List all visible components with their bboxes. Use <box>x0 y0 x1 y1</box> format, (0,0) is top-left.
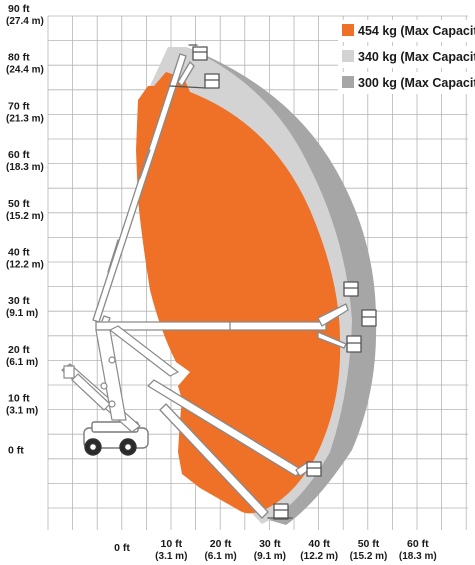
platform-bottom <box>267 503 293 520</box>
y-tick-label: 80 ft <box>8 52 30 64</box>
y-tick-metric-label: (9.1 m) <box>6 308 38 319</box>
wheel-rear <box>84 438 102 456</box>
wheel-front <box>119 438 137 456</box>
y-tick-label: 50 ft <box>8 198 30 210</box>
platform-second <box>169 73 220 89</box>
legend-swatch <box>342 50 354 62</box>
platform-top <box>188 44 208 61</box>
y-tick-metric-label: (24.4 m) <box>6 65 44 76</box>
x-tick-label: 40 ft <box>308 538 330 550</box>
legend-swatch <box>342 76 354 88</box>
x-axis-labels: 0 ft 10 ft(3.1 m) 20 ft(6.1 m) 30 ft(9.1 m)… <box>114 538 437 562</box>
y-axis-labels: 90 ft(27.4 m) 80 ft(24.4 m) 70 ft(21.3 m) 6… <box>6 3 44 456</box>
lift-machine-illustration <box>61 44 377 520</box>
x-tick-label: 20 ft <box>210 538 232 550</box>
y-tick-label: 20 ft <box>8 344 30 356</box>
y-tick-metric-label: (15.2 m) <box>6 211 44 222</box>
legend-label: 454 kg (Max Capacity) <box>358 24 475 38</box>
legend-item-background <box>338 72 474 94</box>
legend: 454 kg (Max Capacity) 340 kg (Max Capacit… <box>338 20 475 94</box>
y-tick-label: 60 ft <box>8 149 30 161</box>
x-tick-label: 50 ft <box>358 538 380 550</box>
legend-label: 300 kg (Max Capacity) <box>358 76 475 90</box>
y-tick-metric-label: (6.1 m) <box>6 357 38 368</box>
y-tick-label: 30 ft <box>8 295 30 307</box>
legend-label: 340 kg (Max Capacity) <box>358 50 475 64</box>
platform-right-upper <box>343 281 359 297</box>
y-tick-metric-label: (21.3 m) <box>6 113 44 124</box>
x-tick-label: 0 ft <box>114 542 130 554</box>
x-tick-metric-label: (18.3 m) <box>399 551 437 562</box>
x-tick-label: 60 ft <box>407 538 429 550</box>
x-tick-metric-label: (9.1 m) <box>254 551 286 562</box>
y-tick-label: 90 ft <box>8 3 30 15</box>
y-tick-label: 0 ft <box>8 444 24 456</box>
platform-right-lower <box>346 335 362 353</box>
x-tick-metric-label: (3.1 m) <box>155 551 187 562</box>
y-tick-metric-label: (3.1 m) <box>6 406 38 417</box>
legend-item-background <box>338 20 474 42</box>
x-tick-label: 30 ft <box>259 538 281 550</box>
y-tick-metric-label: (27.4 m) <box>6 16 44 27</box>
y-tick-label: 70 ft <box>8 100 30 112</box>
y-tick-label: 10 ft <box>8 393 30 405</box>
platform-right-middle <box>361 309 377 327</box>
legend-swatch <box>342 24 354 36</box>
riser <box>95 325 179 421</box>
boom-horizontal <box>95 303 349 349</box>
x-tick-metric-label: (6.1 m) <box>204 551 236 562</box>
y-tick-metric-label: (18.3 m) <box>6 162 44 173</box>
platform-bottom-right <box>306 461 322 477</box>
legend-item-background <box>338 46 474 68</box>
x-tick-label: 10 ft <box>161 538 183 550</box>
y-tick-label: 40 ft <box>8 247 30 259</box>
x-tick-metric-label: (15.2 m) <box>350 551 388 562</box>
x-tick-metric-label: (12.2 m) <box>300 551 338 562</box>
y-tick-metric-label: (12.2 m) <box>6 260 44 271</box>
